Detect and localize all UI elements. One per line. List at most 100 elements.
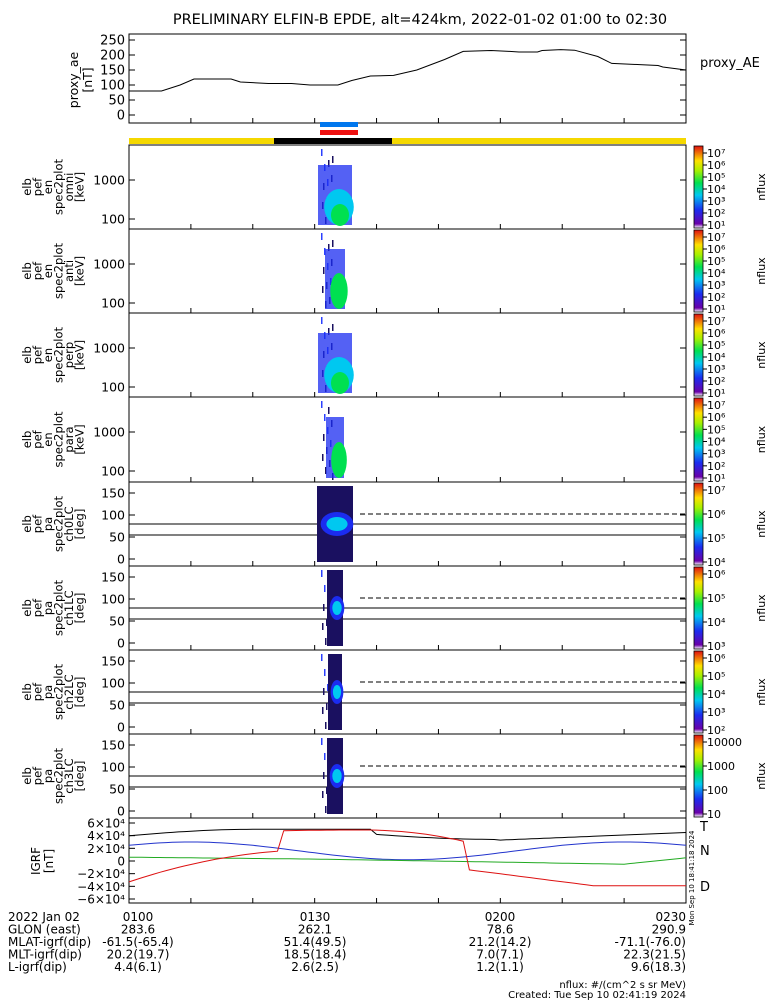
panel-ylabel-line: spec2plot [52, 579, 66, 636]
panel-tick-label: 150 [101, 486, 125, 501]
panel-ylabel-line: [keV] [73, 340, 87, 370]
colorbar-label: 10⁷ [707, 315, 725, 328]
spectrogram-speck [325, 467, 327, 474]
igrf-tick-label: 6×10⁴ [87, 817, 125, 831]
panel-ylabel-line: ch0LC [62, 506, 76, 541]
spectrogram-speck [321, 401, 323, 408]
colorbar [693, 229, 704, 313]
spectrogram-core [326, 517, 348, 531]
panel-ylabel-line: pef [31, 177, 45, 196]
colorbar [693, 397, 704, 482]
spectrogram-speck [323, 434, 325, 441]
bar-blue [320, 122, 358, 127]
panel-ylabel-line: pef [31, 261, 45, 280]
panel-ylabel-line: pa [41, 517, 55, 531]
panel-ylabel-line: pa [41, 769, 55, 783]
panel-tick-label: 150 [101, 570, 125, 585]
colorbar-label: 10⁵ [707, 670, 725, 683]
footer-cell: 7.0(7.1) [476, 948, 524, 962]
science-zone-bars [129, 122, 686, 144]
panel-tick-label: 100 [101, 676, 125, 691]
footer-cell: 262.1 [298, 923, 332, 937]
panel-tick-label: 100 [101, 296, 125, 311]
colorbar-label: 10² [707, 375, 725, 388]
panel-tick-label: 1000 [93, 341, 125, 356]
panel-ylabel-line: pa [41, 685, 55, 699]
panel-ylabel-line: spec2plot [52, 158, 66, 215]
panel-ylabel: elbpefenspec2plotanti[keV] [20, 242, 87, 299]
colorbar-unit: nflux [755, 173, 768, 201]
panel-tick-label: 150 [101, 654, 125, 669]
footer-cell: 20.2(19.7) [107, 948, 170, 962]
panel-tick-label: 100 [101, 760, 125, 775]
panel-tick-label: 50 [109, 782, 125, 797]
spectrogram-speck [332, 324, 334, 331]
spectrogram-speck [323, 267, 325, 274]
panel-tick-label: 1000 [93, 173, 125, 188]
panel-tick-label: 100 [101, 508, 125, 523]
panel-ylabel-line: elb [20, 346, 34, 364]
panel-tick-label: 1000 [93, 425, 125, 440]
footer-cell: 2022 Jan 02 [8, 910, 80, 924]
spectrogram-speck [322, 623, 324, 630]
panel-tick-label: 50 [109, 530, 125, 545]
strip-yellow-left [129, 138, 274, 144]
panel-ylabel-line: spec2plot [52, 411, 66, 468]
colorbar-label: 10⁷ [707, 231, 725, 244]
spectrogram-panel-6: 150 100 50 0 10⁶ 10⁵ 10⁴ 10³ 10² nflux elbpefpaspe… [20, 649, 768, 737]
panel-ylabel-line: omni [62, 173, 76, 202]
spectrogram-speck [322, 286, 324, 293]
spectrogram-speck [332, 240, 334, 247]
panel-ylabel-line: spec2plot [52, 663, 66, 720]
spectrogram-speck [321, 570, 323, 577]
spectrogram-speck [325, 722, 327, 729]
igrf-tick-label: 0 [117, 855, 125, 869]
colorbar-unit: nflux [755, 510, 768, 538]
colorbar-label: 10³ [707, 279, 725, 292]
spectrogram-speck [322, 791, 324, 798]
colorbar-label: 10⁵ [707, 592, 725, 605]
spectrogram-panel-7: 150 100 50 0 10000 1000 100 10 nflux elbpefpaspec… [20, 733, 768, 821]
footer-cell: 1.2(1.1) [476, 960, 524, 974]
colorbar [693, 650, 704, 734]
colorbar-label: 10⁶ [707, 327, 726, 340]
colorbar [693, 566, 704, 650]
ae-tick-label: 200 [100, 49, 125, 64]
spectrogram-speck [325, 638, 327, 645]
ae-tick-label: 100 [100, 79, 125, 94]
colorbar-label: 10⁴ [707, 436, 726, 449]
spectrogram-speck [324, 753, 326, 760]
panel-tick-label: 0 [117, 636, 125, 651]
igrf-tick-label: −6×10⁴ [77, 893, 125, 907]
spectrogram-panels: 100010010⁷10⁶10⁵10⁴10³10²10¹nfluxelbpefe… [20, 144, 768, 821]
colorbar-label: 10⁶ [707, 243, 726, 256]
colorbar-label: 10³ [707, 363, 725, 376]
panel-ylabel-line: en [41, 264, 55, 278]
panel-ylabel: elbpefpaspec2plotch0LC[deg] [20, 495, 87, 552]
colorbar-label: 10⁵ [707, 423, 725, 436]
spectrogram-speck [324, 414, 326, 421]
footer-cell: MLAT-igrf(dip) [8, 935, 91, 949]
igrf-series-down [128, 829, 686, 887]
colorbar [693, 313, 704, 397]
colorbar-label: 10⁴ [707, 556, 726, 569]
colorbar-label: 100 [707, 784, 728, 797]
colorbar-label: 10⁴ [707, 351, 726, 364]
spectrogram-speck [325, 806, 327, 813]
panel-tick-label: 100 [101, 212, 125, 227]
colorbar-label: 10³ [707, 640, 725, 653]
spectrogram-speck [328, 244, 330, 251]
igrf-ylabel-line: IGRF [29, 847, 43, 875]
panel-ylabel-line: elb [20, 599, 34, 617]
spectrogram-core [332, 769, 342, 783]
panel-ylabel-line: elb [20, 431, 34, 449]
panel-ylabel-line: pef [31, 345, 45, 364]
panel-ylabel-line: elb [20, 767, 34, 785]
colorbar-label: 10¹ [707, 387, 725, 400]
panel-tick-label: 100 [101, 464, 125, 479]
panel-ylabel-line: ch3LC [62, 758, 76, 793]
spectrogram-speck [326, 703, 328, 710]
igrf-tick-label: −2×10⁴ [77, 867, 125, 881]
panel-ylabel-line: [deg] [73, 761, 87, 792]
